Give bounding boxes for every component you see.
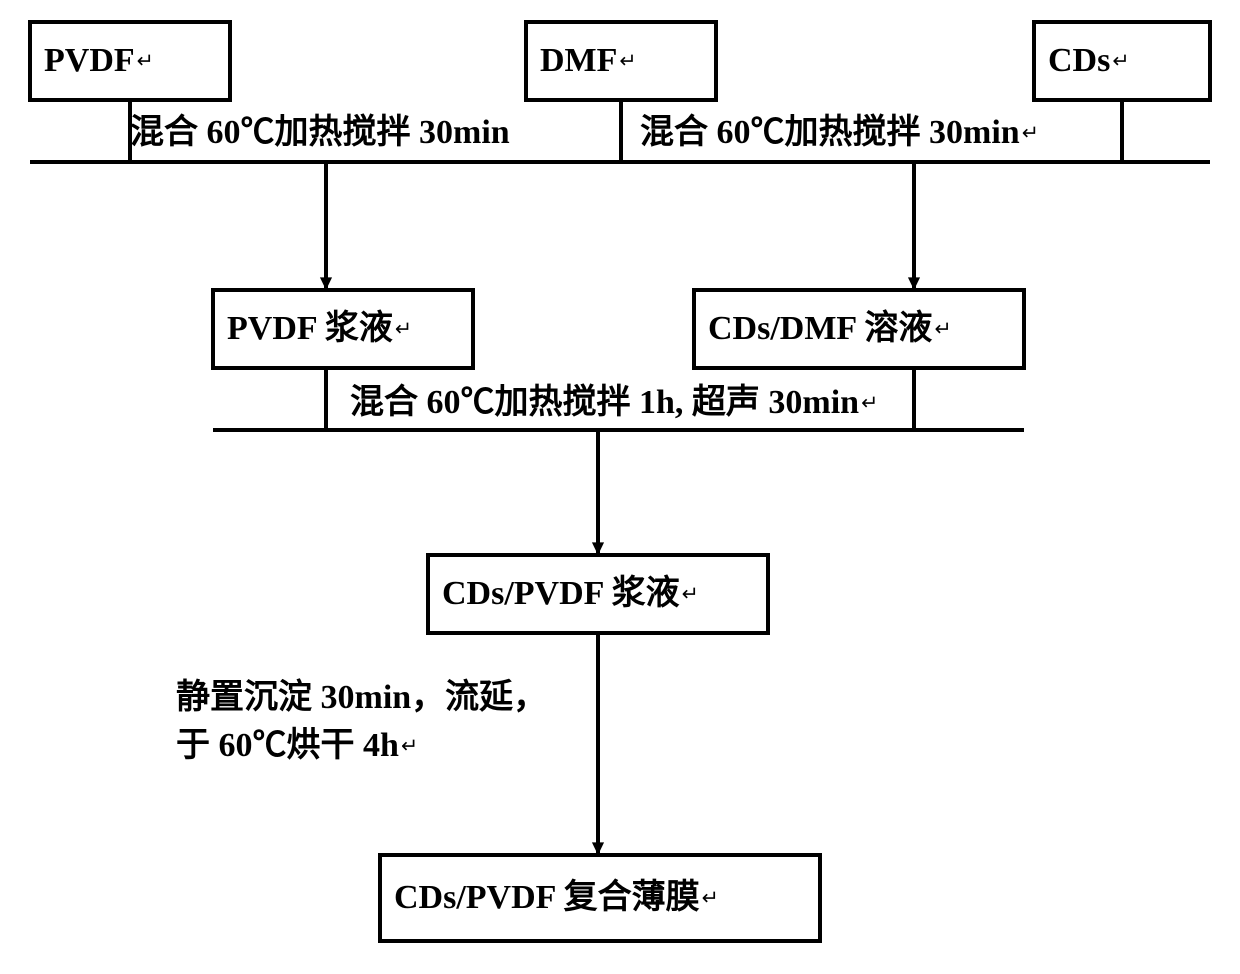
node-label-dmf: DMF — [540, 42, 617, 79]
return-mark-icon: ↵ — [682, 584, 699, 606]
return-mark-icon: ↵ — [137, 51, 154, 73]
label-mix_left: 混合 60℃加热搅拌 30min — [130, 113, 510, 151]
edge — [621, 162, 914, 290]
return-mark-icon: ↵ — [861, 393, 878, 415]
label-settle1: 静置沉淀 30min，流延， — [176, 678, 547, 716]
node-label-pvdf: PVDF — [44, 42, 135, 79]
node-label-cds: CDs — [1048, 42, 1110, 79]
return-mark-icon: ↵ — [395, 319, 412, 341]
label-mix_right: 混合 60℃加热搅拌 30min — [640, 113, 1020, 151]
labels-layer: 混合 60℃加热搅拌 30min混合 60℃加热搅拌 30min↵混合 60℃加… — [130, 113, 1039, 764]
node-label-cds_pvdf: CDs/PVDF 浆液 — [442, 574, 680, 612]
return-mark-icon: ↵ — [1112, 51, 1129, 73]
node-label-film: CDs/PVDF 复合薄膜 — [394, 878, 700, 916]
return-mark-icon: ↵ — [934, 319, 951, 341]
label-settle2: 于 60℃烘干 4h — [176, 726, 399, 764]
return-mark-icon: ↵ — [401, 736, 418, 758]
node-label-pvdf_slurry: PVDF 浆液 — [227, 309, 393, 347]
return-mark-icon: ↵ — [702, 888, 719, 910]
edge — [326, 162, 621, 290]
return-mark-icon: ↵ — [1022, 123, 1039, 145]
node-label-cds_dmf: CDs/DMF 溶液 — [708, 309, 932, 347]
flowchart-canvas: PVDF↵DMF↵CDs↵PVDF 浆液↵CDs/DMF 溶液↵CDs/PVDF… — [0, 0, 1240, 974]
label-mix_mid: 混合 60℃加热搅拌 1h, 超声 30min — [350, 383, 859, 421]
return-mark-icon: ↵ — [619, 51, 636, 73]
